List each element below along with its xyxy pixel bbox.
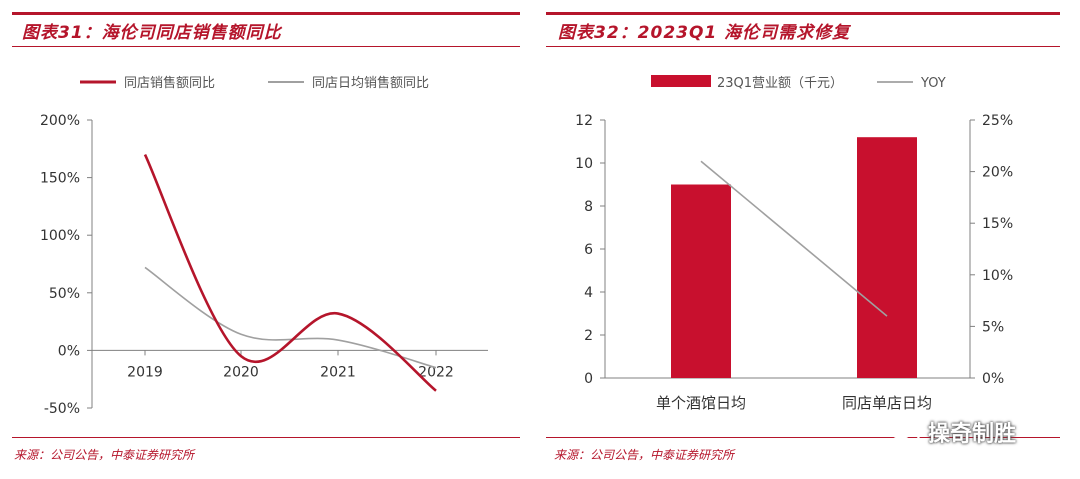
y-tick-label: 150% [40, 171, 80, 187]
x-tick-label: 2022 [418, 364, 454, 380]
series-line [143, 154, 437, 392]
line-chart: 同店销售额同比 同店日均销售额同比 -50% 0% 50% 100% 150% 200% 201… [40, 75, 488, 417]
title-rule [12, 46, 520, 47]
y2-tick-label: 5% [982, 319, 1004, 335]
y-tick-label: 0 [584, 371, 593, 387]
top-rule [12, 12, 520, 15]
chart-title: 图表31：海伦司同店销售额同比 [22, 23, 282, 43]
watermark: 操奇制胜 [888, 414, 1016, 450]
bar-line-chart: 23Q1营业额（千元） YOY 0 2 4 6 8 10 12 0% 5% 10% 15% 20% 25% 单… [575, 75, 1013, 412]
x-tick-label: 2020 [223, 364, 259, 380]
watermark-text: 操奇制胜 [928, 422, 1017, 447]
right-chart-panel: 图表32：2023Q1 海伦司需求修复 23Q1营业额（千元） YOY 0 2 4 6 8 1… [540, 0, 1080, 479]
bottom-rule [12, 437, 520, 438]
legend-label: 同店销售额同比 [124, 75, 215, 91]
y-tick-label: 12 [575, 113, 593, 129]
x-tick-label: 2019 [127, 364, 163, 380]
y-tick-label: 50% [49, 286, 80, 302]
y2-tick-label: 0% [982, 371, 1004, 387]
y2-tick-label: 15% [982, 216, 1013, 232]
legend-label: 同店日均销售额同比 [312, 75, 429, 91]
top-rule [546, 12, 1060, 15]
bar [857, 137, 917, 378]
x-tick-label: 2021 [320, 364, 356, 380]
y-tick-label: 100% [40, 228, 80, 244]
legend-label: 23Q1营业额（千元） [717, 76, 843, 91]
y-tick-label: 0% [58, 343, 80, 359]
x-tick-label: 单个酒馆日均 [656, 394, 746, 412]
y2-tick-label: 10% [982, 268, 1013, 284]
legend-swatch [651, 75, 711, 87]
y-tick-label: 6 [584, 242, 593, 258]
y-tick-label: -50% [44, 401, 80, 417]
title-rule [546, 46, 1060, 47]
source-note: 来源：公司公告，中泰证券研究所 [554, 448, 735, 462]
source-note: 来源：公司公告，中泰证券研究所 [14, 448, 195, 462]
chart-title: 图表32：2023Q1 海伦司需求修复 [558, 23, 851, 43]
x-tick-label: 同店单店日均 [842, 394, 932, 412]
yoy-line [700, 160, 888, 317]
wechat-icon [888, 418, 921, 444]
series-line [144, 266, 437, 369]
y2-tick-label: 20% [982, 165, 1013, 181]
y-tick-label: 8 [584, 199, 593, 215]
y-tick-label: 4 [584, 285, 593, 301]
y-tick-label: 2 [584, 328, 593, 344]
y-tick-label: 10 [575, 156, 593, 172]
y-tick-label: 200% [40, 113, 80, 129]
left-chart-panel: 图表31：海伦司同店销售额同比 同店销售额同比 同店日均销售额同比 -50% 0% 50… [12, 12, 520, 462]
legend-label: YOY [920, 76, 946, 91]
y2-tick-label: 25% [982, 113, 1013, 129]
bottom-rule [546, 437, 1060, 438]
bar [671, 184, 731, 378]
